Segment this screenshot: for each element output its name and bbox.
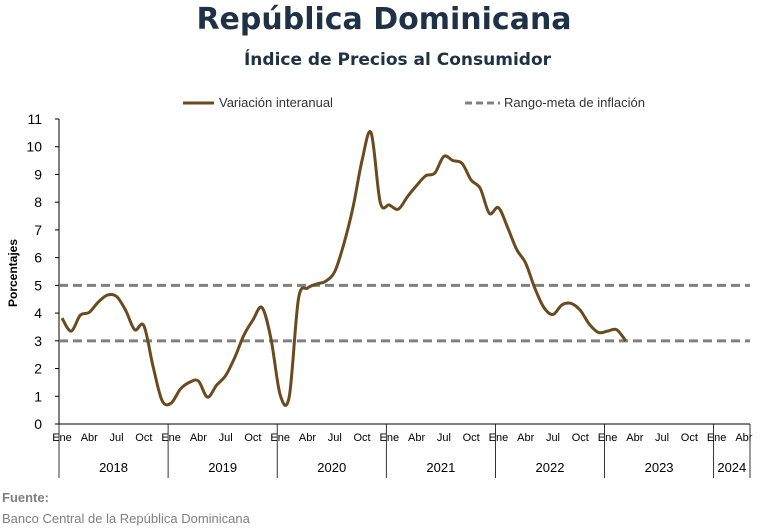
year-label: 2020 — [317, 460, 346, 475]
year-label: 2019 — [208, 460, 237, 475]
year-label: 2022 — [536, 460, 565, 475]
x-tick-label: Ene — [52, 432, 72, 444]
y-tick-label: 3 — [34, 333, 42, 349]
series-line-group — [60, 130, 627, 407]
x-tick-label: Oct — [572, 432, 589, 444]
y-tick-label: 4 — [34, 305, 42, 321]
y-axis-label: Porcentajes — [6, 239, 20, 307]
x-tick-label: Ene — [598, 432, 618, 444]
y-tick-label: 6 — [34, 250, 42, 266]
x-tick-label: Jul — [328, 432, 342, 444]
year-label: 2021 — [426, 460, 455, 475]
series-line-variacion — [60, 130, 627, 407]
chart-subtitle: Índice de Precios al Consumidor — [243, 50, 552, 70]
legend: Variación interanual Rango-meta de infla… — [183, 95, 645, 110]
x-tick-label: Ene — [707, 432, 727, 444]
axes — [55, 118, 751, 478]
y-tick-label: 8 — [34, 194, 42, 210]
y-tick-labels: 0 1 2 3 4 5 6 7 8 9 10 11 — [26, 111, 42, 432]
legend-label-variacion: Variación interanual — [219, 95, 333, 110]
x-tick-label: Abr — [299, 432, 316, 444]
x-tick-label: Oct — [353, 432, 370, 444]
x-tick-label: Oct — [244, 432, 261, 444]
x-tick-label: Jul — [110, 432, 124, 444]
source-label: Fuente: — [2, 490, 49, 505]
x-tick-label: Oct — [463, 432, 480, 444]
y-tick-label: 2 — [34, 361, 42, 377]
x-tick-label: Jul — [655, 432, 669, 444]
x-tick-label: Oct — [135, 432, 152, 444]
x-tick-label: Abr — [735, 432, 752, 444]
year-label: 2024 — [717, 460, 746, 475]
y-tick-label: 10 — [26, 139, 42, 155]
target-range-lines — [59, 283, 750, 343]
legend-label-rango: Rango-meta de inflación — [504, 95, 645, 110]
x-tick-label: Ene — [270, 432, 290, 444]
x-tick-label: Ene — [380, 432, 400, 444]
year-label: 2018 — [99, 460, 128, 475]
y-tick-label: 5 — [34, 277, 42, 293]
x-tick-label: Abr — [408, 432, 425, 444]
x-tick-label: Abr — [81, 432, 98, 444]
x-tick-label: Jul — [546, 432, 560, 444]
x-tick-label: Ene — [489, 432, 509, 444]
year-labels: 2018 2019 2020 2021 2022 2023 2024 — [99, 460, 746, 475]
x-tick-label: Abr — [517, 432, 534, 444]
source-text: Banco Central de la República Dominicana — [2, 511, 250, 526]
y-tick-label: 9 — [34, 166, 42, 182]
x-tick-labels: Ene Abr Jul Oct Ene Abr Jul Oct Ene Abr Jul Oct Ene A… — [52, 432, 753, 444]
x-tick-label: Abr — [626, 432, 643, 444]
x-tick-label: Oct — [681, 432, 698, 444]
y-tick-label: 0 — [34, 416, 42, 432]
y-tick-label: 7 — [34, 222, 42, 238]
x-tick-label: Abr — [190, 432, 207, 444]
y-tick-label: 1 — [34, 388, 42, 404]
x-tick-label: Jul — [219, 432, 233, 444]
y-tick-label: 11 — [27, 111, 42, 127]
x-tick-label: Ene — [161, 432, 181, 444]
x-tick-label: Jul — [437, 432, 451, 444]
year-label: 2023 — [645, 460, 674, 475]
chart-title: República Dominicana — [196, 2, 572, 37]
